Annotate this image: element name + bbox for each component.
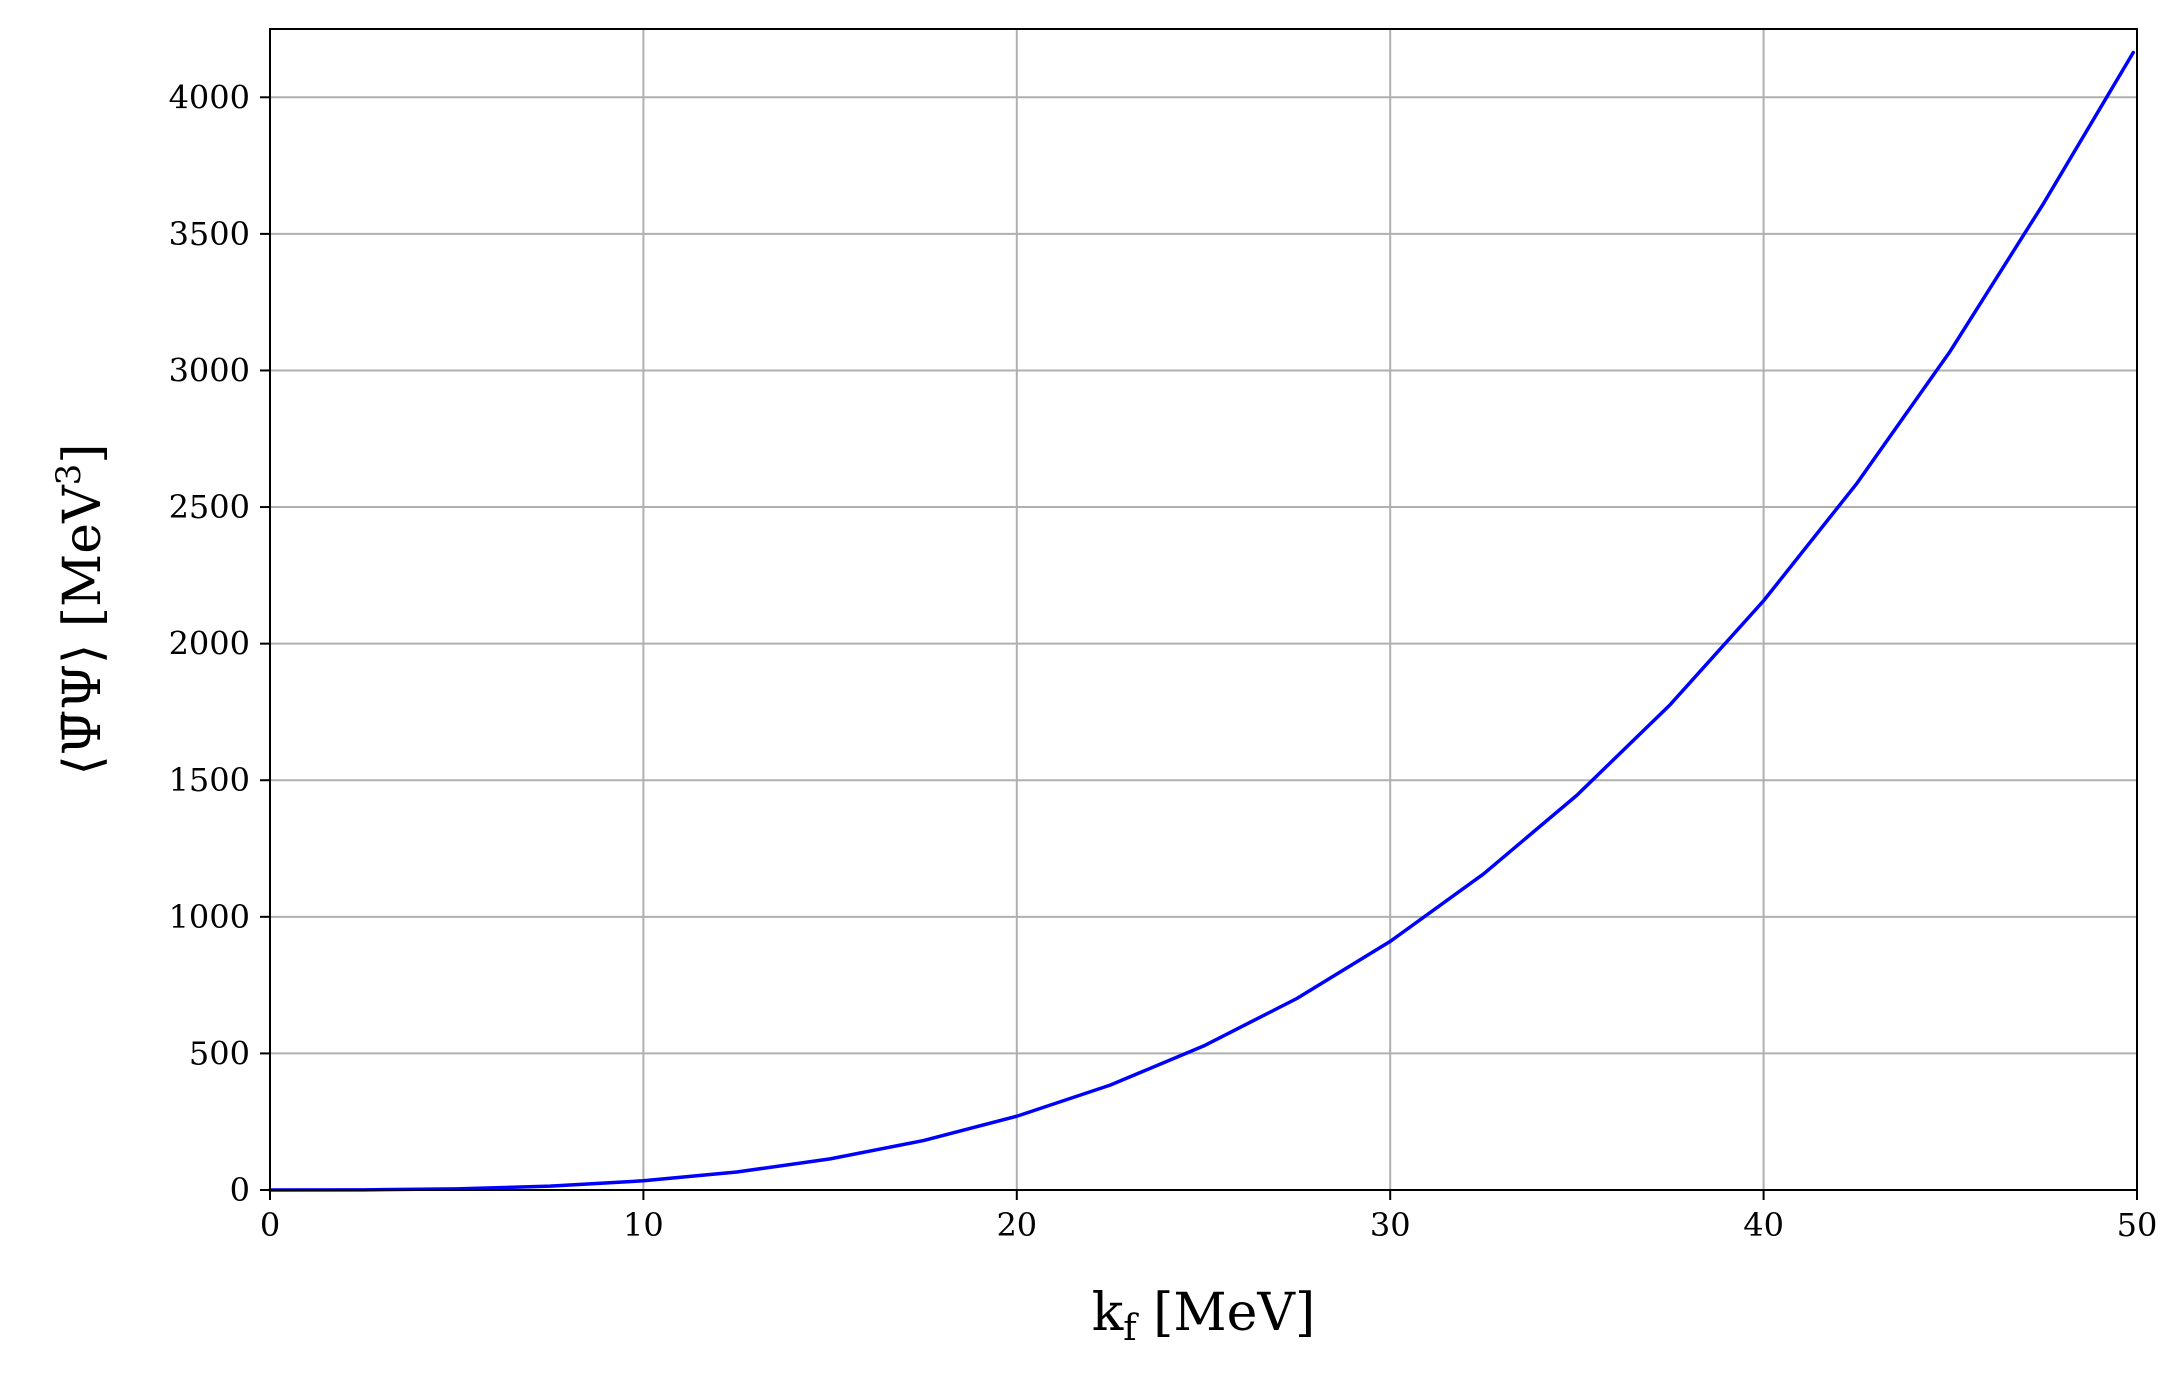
x-axis-title: kf [MeV]: [1092, 1283, 1316, 1349]
y-tick-label: 4000: [169, 78, 250, 116]
y-tick-label: 0: [230, 1171, 250, 1209]
y-tick-label: 3000: [169, 351, 250, 389]
plot-frame: [269, 28, 2138, 1191]
x-axis-title-rest: [MeV]: [1137, 1283, 1316, 1343]
y-axis-title-superscript: 3: [49, 464, 89, 486]
x-tick-label: 40: [1743, 1206, 1784, 1244]
series-layer: [268, 50, 2136, 1192]
y-tick-label: 3500: [169, 215, 250, 253]
x-tick-label: 50: [2117, 1206, 2158, 1244]
x-axis-title-main: k: [1092, 1283, 1124, 1343]
y-axis-title-main: ⟨Ψ̄Ψ⟩ [MeV: [53, 484, 113, 776]
y-tick-label: 2000: [169, 625, 250, 663]
y-tick-label: 1500: [169, 761, 250, 799]
x-tick-label: 30: [1370, 1206, 1411, 1244]
y-tick-label: 500: [189, 1034, 250, 1072]
series-line: [268, 50, 2136, 1192]
x-tick-label: 10: [623, 1206, 664, 1244]
x-axis-title-subscript: f: [1123, 1308, 1139, 1349]
y-tick-label: 2500: [169, 488, 250, 526]
y-axis-title: ⟨Ψ̄Ψ⟩ [MeV3]: [49, 443, 113, 775]
x-tick-label: 20: [996, 1206, 1037, 1244]
y-axis-title-rest: ]: [53, 443, 113, 463]
ticks: 0 10 20 30 40 5005001000150020002500300035004…: [169, 78, 2158, 1244]
y-tick-label: 1000: [169, 898, 250, 936]
x-tick-label: 0: [260, 1206, 280, 1244]
